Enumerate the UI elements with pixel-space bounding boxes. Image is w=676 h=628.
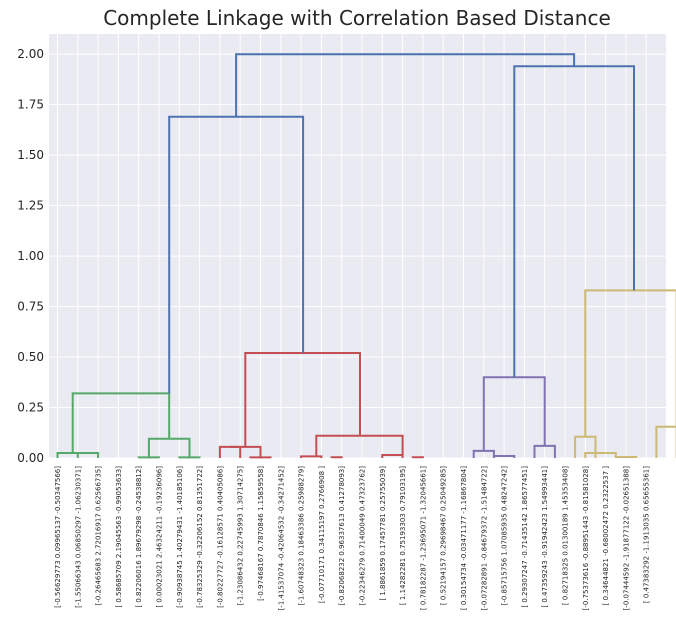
x-tick-label: [-0.22346279 0.71400049 0.47323762] (359, 466, 367, 606)
x-tick-label: [-0.80227727 -0.16128571 0.40405086] (216, 466, 224, 608)
x-tick-label: [-1.55066343 0.06850297 -1.06230371] (74, 466, 82, 608)
x-tick-label: [ 0.82718325 0.01300189 1.45353408] (562, 466, 570, 605)
x-tick-label: [ 1.8861859 0.17457781 0.25755039] (379, 466, 387, 601)
x-tick-label: [ 0.78182287 -1.23695071 -1.32045661] (419, 466, 427, 610)
y-tick-label: 0.25 (17, 401, 44, 415)
dendrogram-link (300, 455, 323, 458)
x-tick-label: [-1.60748323 0.18463386 0.25988279] (298, 466, 306, 606)
dendrogram-link (249, 456, 272, 459)
grid (49, 34, 666, 459)
x-tick-label: [-0.56629773 0.09965137 -0.50347566] (54, 466, 62, 608)
dendrogram-link (584, 452, 617, 458)
x-tick-label: [-1.23086432 0.22745993 1.30714275] (237, 466, 245, 606)
x-tick-label: [-0.82068232 0.96337613 0.41278093] (338, 466, 346, 606)
x-axis-ticks: [-0.56629773 0.09965137 -0.50347566] [-1.… (54, 466, 651, 611)
x-tick-label: [ 0.47383292 -1.1913035 0.65655361] (643, 466, 651, 603)
x-tick-label: [ 0.30154734 -0.03471177 -1.16867804] (460, 466, 468, 610)
x-tick-label: [-0.07710171 0.34115197 0.2766908 ] (318, 466, 326, 603)
x-tick-label: [ 1.14282281 0.75193303 0.79103195] (399, 466, 407, 605)
dendrogram-link (330, 456, 343, 459)
x-tick-label: [ 0.34644821 -0.68002472 0.2322537 ] (602, 466, 610, 606)
dendrogram-link (178, 456, 201, 459)
x-tick-label: [-0.97468167 0.7870846 1.15859558] (257, 466, 265, 601)
y-tick-label: 1.75 (17, 98, 44, 112)
x-tick-label: [ 0.29307247 -0.71435142 1.86577451] (521, 466, 529, 608)
dendrogram-link (655, 425, 676, 458)
x-tick-label: [ 0.52194157 0.29698467 0.25049285] (440, 466, 448, 605)
dendrogram-link (71, 392, 171, 453)
dendrogram-link (230, 445, 262, 458)
y-tick-label: 1.25 (17, 199, 44, 213)
y-tick-label: 1.50 (17, 148, 44, 162)
y-axis-ticks: 0.00 0.25 0.50 0.75 1.00 1.25 1.50 1.75 2.00 (17, 47, 44, 465)
dendrogram-link (56, 452, 88, 458)
x-tick-label: [-0.07282891 -0.84679372 -1.51484722] (480, 466, 488, 611)
x-tick-label: [-0.78325329 -0.32206152 0.81351722] (196, 466, 204, 608)
dendrogram-link (381, 454, 404, 458)
dendrogram-link (614, 456, 638, 458)
dendrogram-link (137, 456, 160, 459)
x-tick-label: [ 0.00023021 2.46324211 -0.19236096] (156, 466, 164, 608)
x-tick-label: [ 0.58685709 2.19045563 -0.99053633] (115, 466, 123, 608)
dendrogram-link (218, 445, 242, 458)
y-tick-label: 2.00 (17, 47, 44, 61)
y-tick-label: 1.00 (17, 249, 44, 263)
y-tick-label: 0.75 (17, 300, 44, 314)
y-tick-label: 0.50 (17, 350, 44, 364)
dendrogram-link (492, 455, 516, 458)
y-tick-label: 0.00 (17, 451, 44, 465)
x-tick-label: [ 0.47359243 -0.91942423 1.54993441] (541, 466, 549, 608)
x-tick-label: [-1.41537074 -0.42064532 -0.34271452] (277, 466, 285, 611)
dendrogram-link (584, 289, 676, 437)
x-tick-label: [ 0.82206016 1.89679298 -0.24538812] (135, 466, 143, 608)
dendrogram-links (56, 53, 676, 459)
dendrogram-link (411, 456, 424, 459)
dendrogram-link (235, 53, 576, 117)
x-tick-label: [-0.07444592 -1.91877122 -0.02651388] (622, 466, 630, 611)
x-tick-label: [-0.85715756 1.07085935 0.48247242] (501, 466, 509, 606)
x-tick-label: [-0.75373616 -0.88951443 -0.81581028] (582, 466, 590, 611)
x-tick-label: [-0.26465683 2.72016917 0.62566735] (95, 466, 103, 606)
chart-title: Complete Linkage with Correlation Based … (103, 6, 611, 30)
x-tick-label: [-0.90938745 1.40279431 -1.40185106] (176, 466, 184, 608)
